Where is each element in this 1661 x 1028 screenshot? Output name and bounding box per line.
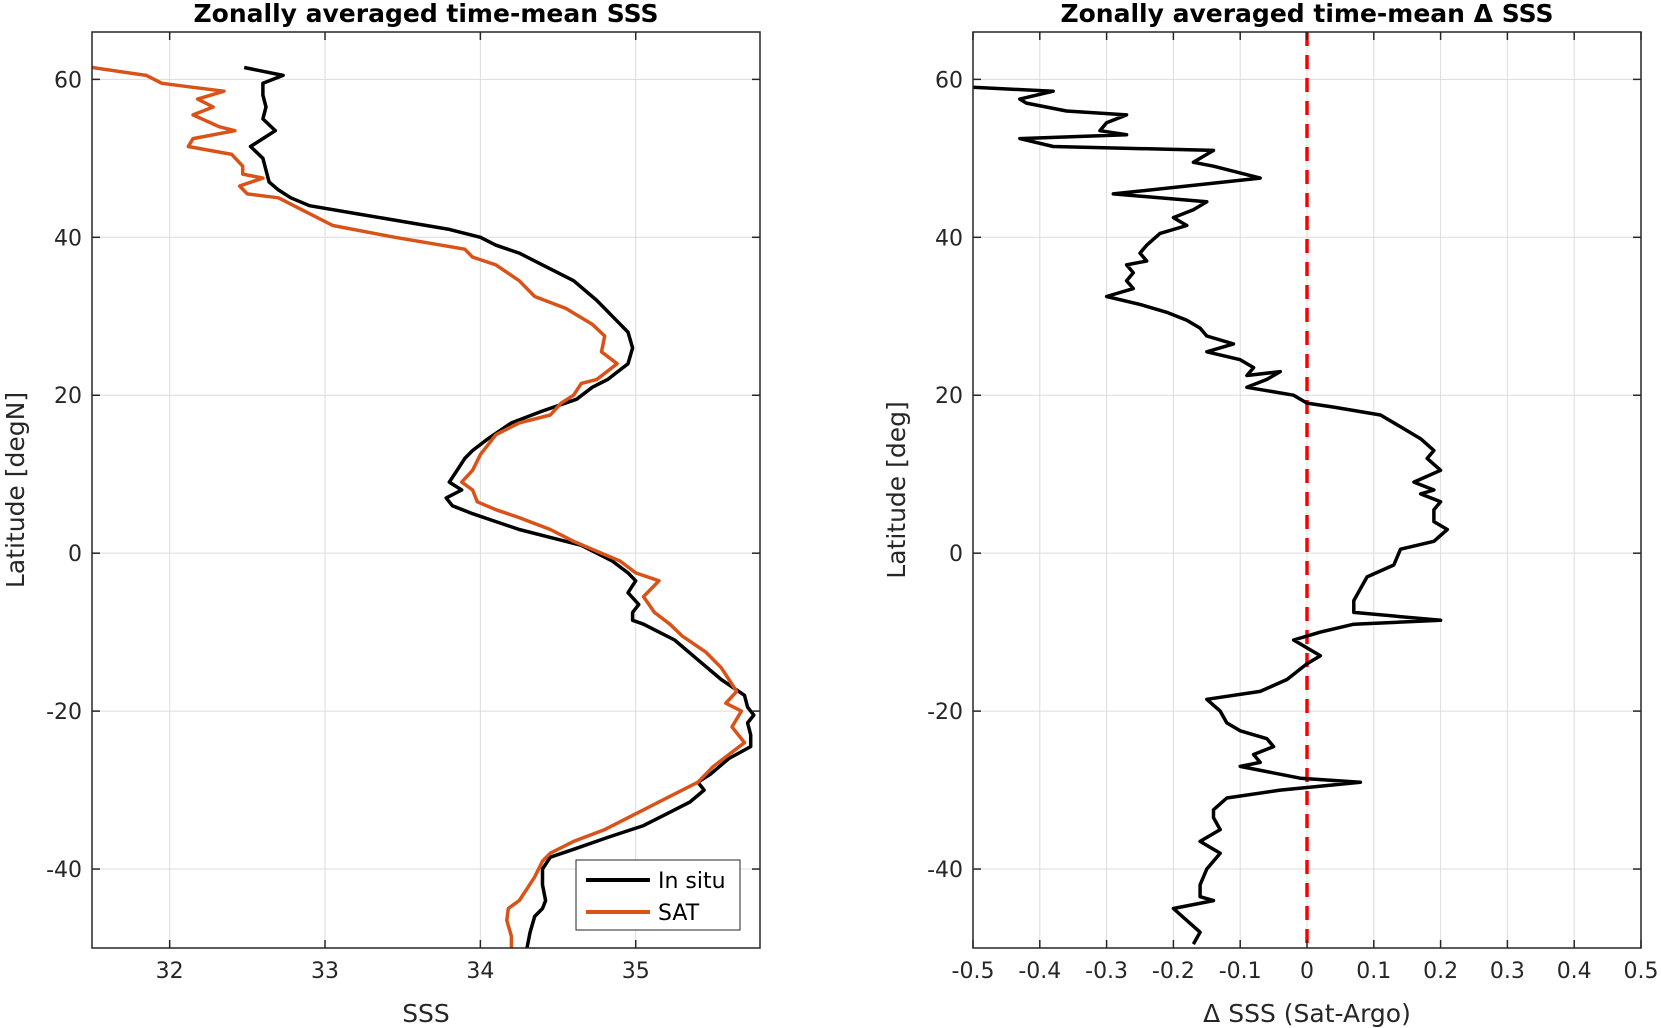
sss-y-tick-label: 60 [54, 68, 82, 93]
legend-label-sat: SAT [658, 901, 700, 926]
delta-sss-x-tick-label: 0 [1300, 959, 1314, 984]
sss-y-tick-label: 0 [68, 542, 82, 567]
sss-y-axis-label: Latitude [degN] [1, 392, 30, 588]
delta-sss-x-tick-label: 0.3 [1490, 959, 1525, 984]
sss-x-tick-label: 34 [466, 959, 494, 984]
sss-y-tick-label: 40 [54, 226, 82, 251]
delta-sss-x-tick-label: 0.1 [1356, 959, 1391, 984]
sss-y-tick-label: -20 [46, 700, 82, 725]
delta-sss-panel-title: Zonally averaged time-mean Δ SSS [1061, 0, 1554, 28]
delta-sss-y-tick-label: 60 [935, 68, 963, 93]
delta-sss-x-tick-label: -0.5 [952, 959, 995, 984]
delta-sss-panel: Zonally averaged time-mean Δ SSS -0.5 -0.… [882, 0, 1659, 1028]
delta-sss-x-axis-label: Δ SSS (Sat-Argo) [1203, 999, 1411, 1028]
delta-sss-y-axis-label: Latitude [deg] [882, 401, 911, 578]
delta-sss-y-tick-label: 20 [935, 384, 963, 409]
delta-sss-x-tick-label: -0.1 [1219, 959, 1262, 984]
legend: In situ SAT [575, 859, 741, 931]
delta-sss-x-tick-label: -0.2 [1152, 959, 1195, 984]
delta-sss-x-tick-label: -0.4 [1018, 959, 1061, 984]
delta-sss-y-tick-label: 0 [949, 542, 963, 567]
delta-sss-y-tick-label: -40 [927, 858, 963, 883]
delta-sss-y-tick-label: -20 [927, 700, 963, 725]
sss-x-tick-label: 35 [622, 959, 650, 984]
sss-panel-ticks: 32 33 34 35 -40 -20 0 20 40 60 [46, 32, 760, 984]
sss-x-tick-label: 32 [156, 959, 184, 984]
delta-sss-panel-ticks: -0.5 -0.4 -0.3 -0.2 -0.1 0 0.1 0.2 0.3 0.4 0.5 -40 -… [927, 32, 1659, 984]
sss-series-line-in-situ [243, 65, 756, 948]
sss-panel-title: Zonally averaged time-mean SSS [194, 0, 659, 28]
delta-sss-x-tick-label: 0.4 [1557, 959, 1592, 984]
delta-sss-x-tick-label: 0.5 [1624, 959, 1659, 984]
sss-y-tick-label: 20 [54, 384, 82, 409]
sss-y-tick-label: -40 [46, 858, 82, 883]
delta-sss-y-tick-label: 40 [935, 226, 963, 251]
delta-sss-panel-series [973, 32, 1450, 948]
sss-panel-axes-box [91, 31, 761, 949]
legend-box [575, 859, 741, 931]
sss-x-axis-label: SSS [402, 999, 450, 1028]
legend-label-in-situ: In situ [658, 869, 726, 894]
delta-sss-panel-grid [972, 32, 1642, 948]
delta-sss-x-tick-label: 0.2 [1423, 959, 1458, 984]
sss-panel: Zonally averaged time-mean SSS 32 33 34 35 -… [1, 0, 761, 1028]
delta-sss-series-line-series [973, 85, 1450, 945]
sss-x-tick-label: 33 [311, 959, 339, 984]
sss-series-line-sat [92, 65, 747, 948]
sss-panel-series [92, 65, 756, 948]
sss-panel-grid [92, 32, 760, 948]
delta-sss-x-tick-label: -0.3 [1085, 959, 1128, 984]
